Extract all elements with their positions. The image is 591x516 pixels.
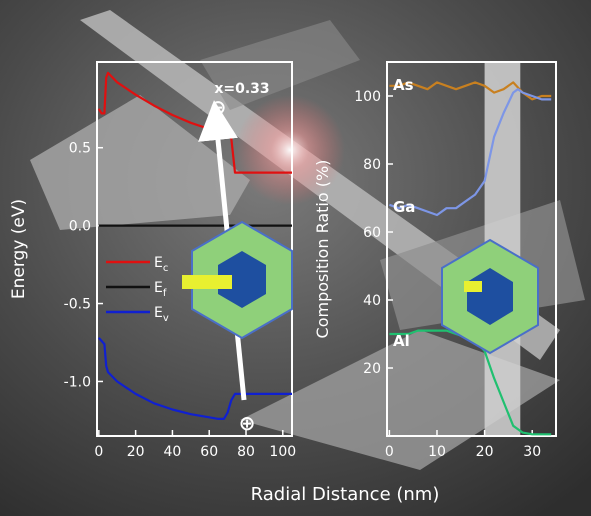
series-labels: As Ga Al	[393, 76, 415, 350]
series-label-ga: Ga	[393, 198, 415, 216]
right-plot-frame	[386, 61, 557, 437]
nanowire-cross-section-right	[441, 238, 539, 355]
series-label-al: Al	[393, 332, 410, 350]
series-line-1	[389, 88, 552, 217]
legend: Ec Ef Ev	[106, 255, 169, 324]
right-plot-ticks: 0 10 20 30 100 80 60 40 20	[354, 89, 541, 460]
left-plot-ticks: 0 20 40 60 80 100 0.5 0.0 -0.5 -1.0	[64, 141, 296, 460]
series-label-as: As	[393, 76, 414, 94]
y-tick-label: 0.0	[69, 219, 91, 235]
x-tick-label: 30	[523, 444, 541, 460]
composition-axis-label: Composition Ratio (%)	[313, 160, 332, 339]
y-tick-label: 20	[363, 361, 381, 377]
y-tick-label: -1.0	[64, 374, 91, 390]
x-tick-label: 100	[269, 444, 296, 460]
y-tick-label: 80	[363, 157, 381, 173]
x-tick-label: 20	[127, 444, 145, 460]
y-tick-label: 60	[363, 225, 381, 241]
legend-label-2: Ev	[154, 305, 169, 324]
x-tick-label: 10	[428, 444, 446, 460]
y-tick-label: 0.5	[69, 141, 91, 157]
x-tick-label: 0	[385, 444, 394, 460]
nanowire-cross-section-left	[182, 220, 293, 340]
x-axis-label: Radial Distance (nm)	[251, 484, 440, 505]
plus-symbol: ⊕	[239, 411, 256, 435]
minus-symbol: ⊖	[210, 95, 227, 119]
y-tick-label: 40	[363, 293, 381, 309]
energy-band-plot: 0 20 40 60 80 100 0.5 0.0 -0.5 -1.0 Energy (eV) ⊖…	[9, 61, 296, 460]
energy-axis-label: Energy (eV)	[9, 199, 29, 299]
y-tick-label: -0.5	[64, 297, 91, 313]
x-tick-label: 0	[94, 444, 103, 460]
x-tick-label: 80	[237, 444, 255, 460]
x-tick-label: 40	[164, 444, 182, 460]
composition-plot: 0 10 20 30 100 80 60 40 20 As Ga Al Composition Ra…	[313, 61, 557, 460]
composition-annotation: x=0.33	[214, 81, 269, 97]
legend-label-1: Ef	[154, 280, 167, 299]
y-tick-label: 100	[354, 89, 381, 105]
x-tick-label: 60	[200, 444, 218, 460]
series-line-2	[97, 337, 292, 420]
left-plot-frame	[96, 61, 293, 437]
x-tick-label: 20	[476, 444, 494, 460]
legend-label-0: Ec	[154, 255, 168, 274]
